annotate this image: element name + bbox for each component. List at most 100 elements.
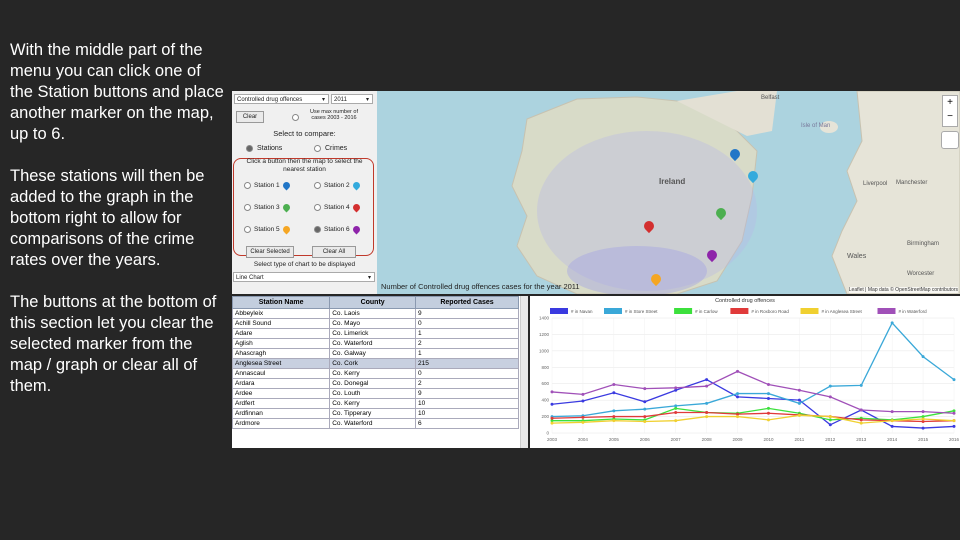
map-label: Manchester xyxy=(896,180,928,186)
y-tick-label: 1400 xyxy=(539,316,550,321)
radio-icon xyxy=(314,226,321,233)
crimes-radio[interactable]: Crimes xyxy=(314,145,347,152)
table-header[interactable]: Reported Cases xyxy=(415,296,519,309)
x-tick-label: 2010 xyxy=(763,437,774,442)
data-point xyxy=(828,418,832,422)
y-tick-label: 200 xyxy=(541,414,549,419)
map-background xyxy=(511,91,960,294)
data-point xyxy=(859,421,863,425)
table-row[interactable]: Achill Sound Co. Mayo 0 xyxy=(232,318,519,329)
map[interactable]: Ireland Isle of Man Belfast Liverpool Ma… xyxy=(377,91,960,294)
data-point xyxy=(921,410,925,414)
legend-label: # in Navan xyxy=(571,309,593,314)
clear-all-button[interactable]: Clear All xyxy=(312,246,356,258)
x-tick-label: 2014 xyxy=(887,437,898,442)
x-tick-label: 2006 xyxy=(640,437,651,442)
clear-selected-button[interactable]: Clear Selected xyxy=(246,246,294,258)
data-point xyxy=(828,384,832,388)
station-3-radio[interactable]: Station 3 xyxy=(244,202,292,213)
data-point xyxy=(797,401,801,405)
year-select[interactable]: 2011 ▾ xyxy=(331,94,373,104)
x-tick-label: 2012 xyxy=(825,437,836,442)
radio-icon xyxy=(244,204,251,211)
description-paragraph: With the middle part of the menu you can… xyxy=(10,41,224,143)
data-point xyxy=(766,383,770,387)
chart-type-select[interactable]: Line Chart ▾ xyxy=(233,272,375,282)
stations-radio-label: Stations xyxy=(257,145,283,152)
station-table: Station Name County Reported Cases Abbey… xyxy=(232,296,528,448)
table-cell: 1 xyxy=(415,348,519,359)
scrollbar[interactable] xyxy=(520,296,528,448)
crime-select[interactable]: Controlled drug offences ▾ xyxy=(234,94,329,104)
map-label: Liverpool xyxy=(863,181,888,187)
legend-swatch xyxy=(550,308,568,314)
table-row[interactable]: Ardee Co. Louth 9 xyxy=(232,388,519,399)
map-label: Worcester xyxy=(907,271,935,277)
use-max-checkbox[interactable] xyxy=(292,114,299,121)
table-cell: Co. Tipperary xyxy=(329,408,416,419)
table-row[interactable]: Ardmore Co. Waterford 6 xyxy=(232,418,519,429)
data-point xyxy=(736,412,740,416)
chart-type-label: Select type of chart to be displayed xyxy=(253,261,356,268)
table-row[interactable]: Ardfert Co. Kerry 10 xyxy=(232,398,519,409)
table-cell: Adare xyxy=(232,328,331,339)
year-select-value: 2011 xyxy=(334,97,347,103)
data-point xyxy=(890,419,894,423)
data-point xyxy=(828,423,832,427)
data-point xyxy=(921,420,925,423)
purple-marker-icon xyxy=(351,224,362,235)
data-point xyxy=(612,383,616,387)
table-row[interactable]: Ahascragh Co. Galway 1 xyxy=(232,348,519,359)
station-6-radio[interactable]: Station 6 xyxy=(314,224,362,235)
station-5-radio[interactable]: Station 5 xyxy=(244,224,292,235)
legend-label: # in Carlow xyxy=(695,309,718,314)
data-point xyxy=(952,411,956,415)
series-line xyxy=(551,370,955,414)
layers-icon[interactable] xyxy=(941,131,959,149)
map-attribution[interactable]: Leaflet | Map data © OpenStreetMap contr… xyxy=(848,287,958,293)
table-cell: Co. Laois xyxy=(329,308,416,319)
data-point xyxy=(643,407,647,411)
data-point xyxy=(674,388,678,392)
table-cell: Anglesea Street xyxy=(232,358,331,369)
table-row[interactable]: Aglish Co. Waterford 2 xyxy=(232,338,519,349)
data-point xyxy=(828,415,832,419)
radio-icon xyxy=(314,204,321,211)
chart-svg: Controlled drug offences # in Navan # in S… xyxy=(539,298,960,442)
data-point xyxy=(705,378,709,382)
table-cell: Ardara xyxy=(232,378,331,389)
map-label: Belfast xyxy=(761,95,780,101)
table-cell: Achill Sound xyxy=(232,318,331,329)
data-point xyxy=(550,416,554,420)
table-row[interactable]: Annascaul Co. Kerry 0 xyxy=(232,368,519,379)
table-header[interactable]: Station Name xyxy=(232,296,331,309)
zoom-out-button[interactable]: − xyxy=(947,111,953,122)
clear-button[interactable]: Clear xyxy=(236,111,264,123)
table-row[interactable]: Adare Co. Limerick 1 xyxy=(232,328,519,339)
table-cell: 9 xyxy=(415,388,519,399)
stations-radio[interactable]: Stations xyxy=(246,145,282,152)
table-cell: Aglish xyxy=(232,338,331,349)
series-line xyxy=(551,321,955,418)
table-cell: 10 xyxy=(415,398,519,409)
table-cell: 6 xyxy=(415,418,519,429)
table-row[interactable]: Ardfinnan Co. Tipperary 10 xyxy=(232,408,519,419)
station-1-radio[interactable]: Station 1 xyxy=(244,180,292,191)
data-point xyxy=(705,410,709,414)
legend-label: # in Waterford xyxy=(899,309,928,314)
legend-swatch xyxy=(800,308,819,314)
station-2-radio[interactable]: Station 2 xyxy=(314,180,362,191)
data-point xyxy=(736,392,740,396)
data-point xyxy=(952,409,956,413)
table-header[interactable]: County xyxy=(329,296,416,309)
table-row[interactable]: Ardara Co. Donegal 2 xyxy=(232,378,519,389)
data-point xyxy=(674,386,678,390)
table-row[interactable]: Anglesea Street Co. Cork 215 xyxy=(232,358,519,369)
legend-label: # in Anglesea Street xyxy=(822,309,863,314)
table-cell: Abbeyleix xyxy=(232,308,331,319)
station-4-radio[interactable]: Station 4 xyxy=(314,202,362,213)
map-label: Ireland xyxy=(659,177,686,186)
data-point xyxy=(890,410,894,414)
table-row[interactable]: Abbeyleix Co. Laois 9 xyxy=(232,308,519,319)
zoom-in-button[interactable]: + xyxy=(947,97,953,108)
